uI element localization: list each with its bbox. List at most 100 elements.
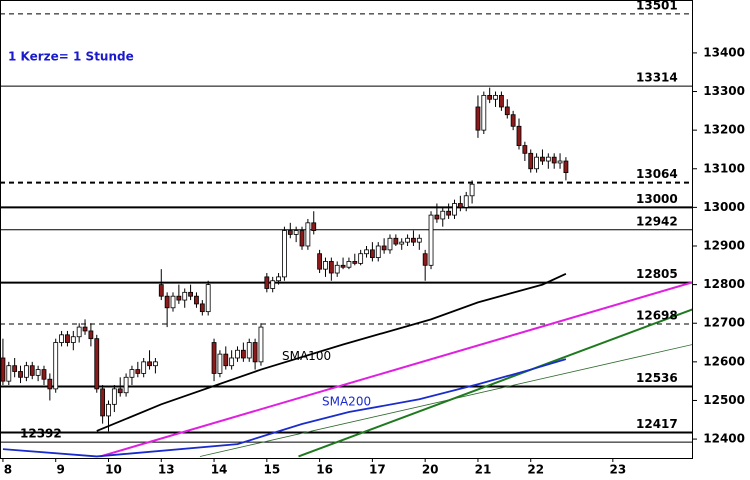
candle-body bbox=[82, 326, 88, 332]
y-tick-label: 13300 bbox=[703, 84, 745, 98]
candle-body bbox=[340, 264, 346, 268]
candle-body bbox=[334, 264, 340, 274]
candle-body bbox=[293, 230, 299, 235]
candle-body bbox=[504, 106, 510, 116]
candle-body bbox=[463, 195, 469, 208]
candle-body bbox=[481, 94, 487, 131]
candle-body bbox=[381, 245, 387, 251]
x-tick-label: 9 bbox=[57, 463, 65, 477]
level-label: 13000 bbox=[636, 192, 678, 206]
candle-body bbox=[229, 357, 235, 367]
x-tick-label: 17 bbox=[369, 463, 386, 477]
candle-body bbox=[29, 365, 35, 376]
candle-body bbox=[153, 361, 158, 367]
candle-body bbox=[557, 160, 563, 164]
candle-body bbox=[305, 222, 311, 247]
candle-body bbox=[12, 365, 18, 372]
indicator-label: SMA200 bbox=[322, 395, 371, 409]
candle-body bbox=[223, 353, 229, 367]
candle-body bbox=[405, 237, 410, 243]
candle-body bbox=[240, 349, 246, 359]
x-tick-label: 21 bbox=[475, 463, 492, 477]
indicator-label: SMA100 bbox=[282, 349, 331, 363]
x-tick-label: 20 bbox=[422, 463, 439, 477]
x-tick-label: 8 bbox=[4, 463, 12, 477]
candle-body bbox=[182, 291, 188, 301]
candle-body bbox=[522, 145, 528, 154]
candle-body bbox=[364, 249, 369, 255]
candle-body bbox=[205, 284, 211, 313]
candle-body bbox=[47, 378, 53, 390]
candle-body bbox=[111, 388, 117, 405]
level-label: 12392 bbox=[20, 427, 62, 441]
candle-body bbox=[540, 156, 545, 162]
candle-body bbox=[311, 222, 317, 231]
y-tick-label: 12700 bbox=[703, 316, 745, 330]
candle-body bbox=[65, 334, 70, 343]
annotation: 1 Kerze= 1 Stunde bbox=[8, 50, 134, 64]
candle-body bbox=[106, 403, 111, 417]
candle-body bbox=[375, 245, 381, 258]
candle-body bbox=[346, 261, 352, 268]
x-tick-label: 22 bbox=[527, 463, 544, 477]
level-label: 12805 bbox=[636, 267, 678, 281]
candle-body bbox=[235, 349, 240, 359]
candle-body bbox=[0, 357, 6, 382]
candle-body bbox=[499, 94, 504, 108]
candle-body bbox=[188, 291, 193, 297]
candle-body bbox=[258, 326, 264, 363]
indicator-line bbox=[2, 358, 567, 458]
candle-body bbox=[416, 237, 422, 243]
candle-body bbox=[147, 361, 152, 367]
candle-body bbox=[440, 210, 446, 220]
level-label: 13064 bbox=[636, 167, 678, 181]
level-label: 12536 bbox=[636, 371, 678, 385]
candle-body bbox=[545, 156, 551, 162]
candle-body bbox=[282, 230, 287, 278]
candle-body bbox=[164, 295, 170, 309]
candle-body bbox=[117, 388, 123, 394]
candle-body bbox=[317, 253, 323, 270]
trendline bbox=[298, 308, 692, 458]
candle-body bbox=[369, 249, 375, 258]
candle-body bbox=[393, 237, 399, 245]
candle-body bbox=[328, 261, 334, 274]
level-label: 12698 bbox=[636, 308, 678, 322]
candle-body bbox=[516, 125, 522, 146]
candle-body bbox=[563, 160, 569, 174]
candle-body bbox=[446, 210, 452, 216]
indicator-line bbox=[96, 272, 567, 432]
candle-body bbox=[469, 183, 475, 197]
y-tick-label: 13400 bbox=[703, 45, 745, 59]
x-tick-label: 10 bbox=[105, 463, 122, 477]
candle-body bbox=[176, 295, 182, 301]
y-tick-label: 12600 bbox=[703, 354, 745, 368]
candle-body bbox=[510, 114, 516, 127]
candle-body bbox=[411, 237, 416, 243]
candle-body bbox=[141, 361, 147, 374]
candle-body bbox=[246, 342, 252, 359]
candle-body bbox=[23, 365, 29, 378]
candle-body bbox=[399, 241, 405, 245]
candle-body bbox=[41, 369, 47, 380]
candle-body bbox=[53, 342, 59, 390]
candle-body bbox=[123, 376, 129, 394]
candle-body bbox=[276, 276, 281, 282]
candle-body bbox=[475, 106, 481, 131]
candle-body bbox=[158, 284, 164, 297]
level-label: 12942 bbox=[636, 214, 678, 228]
candle-body bbox=[352, 261, 358, 264]
candle-body bbox=[452, 203, 457, 216]
candle-body bbox=[76, 326, 82, 338]
candle-body bbox=[217, 353, 223, 374]
candle-body bbox=[534, 156, 539, 170]
candle-body bbox=[528, 152, 534, 170]
candle-body bbox=[422, 253, 428, 266]
candle-body bbox=[434, 214, 440, 220]
candle-body bbox=[323, 261, 328, 270]
plot bbox=[0, 13, 692, 458]
candle-body bbox=[88, 330, 94, 340]
y-tick-label: 12800 bbox=[703, 277, 745, 291]
y-tick-label: 12900 bbox=[703, 238, 745, 252]
candle-body bbox=[170, 295, 176, 309]
